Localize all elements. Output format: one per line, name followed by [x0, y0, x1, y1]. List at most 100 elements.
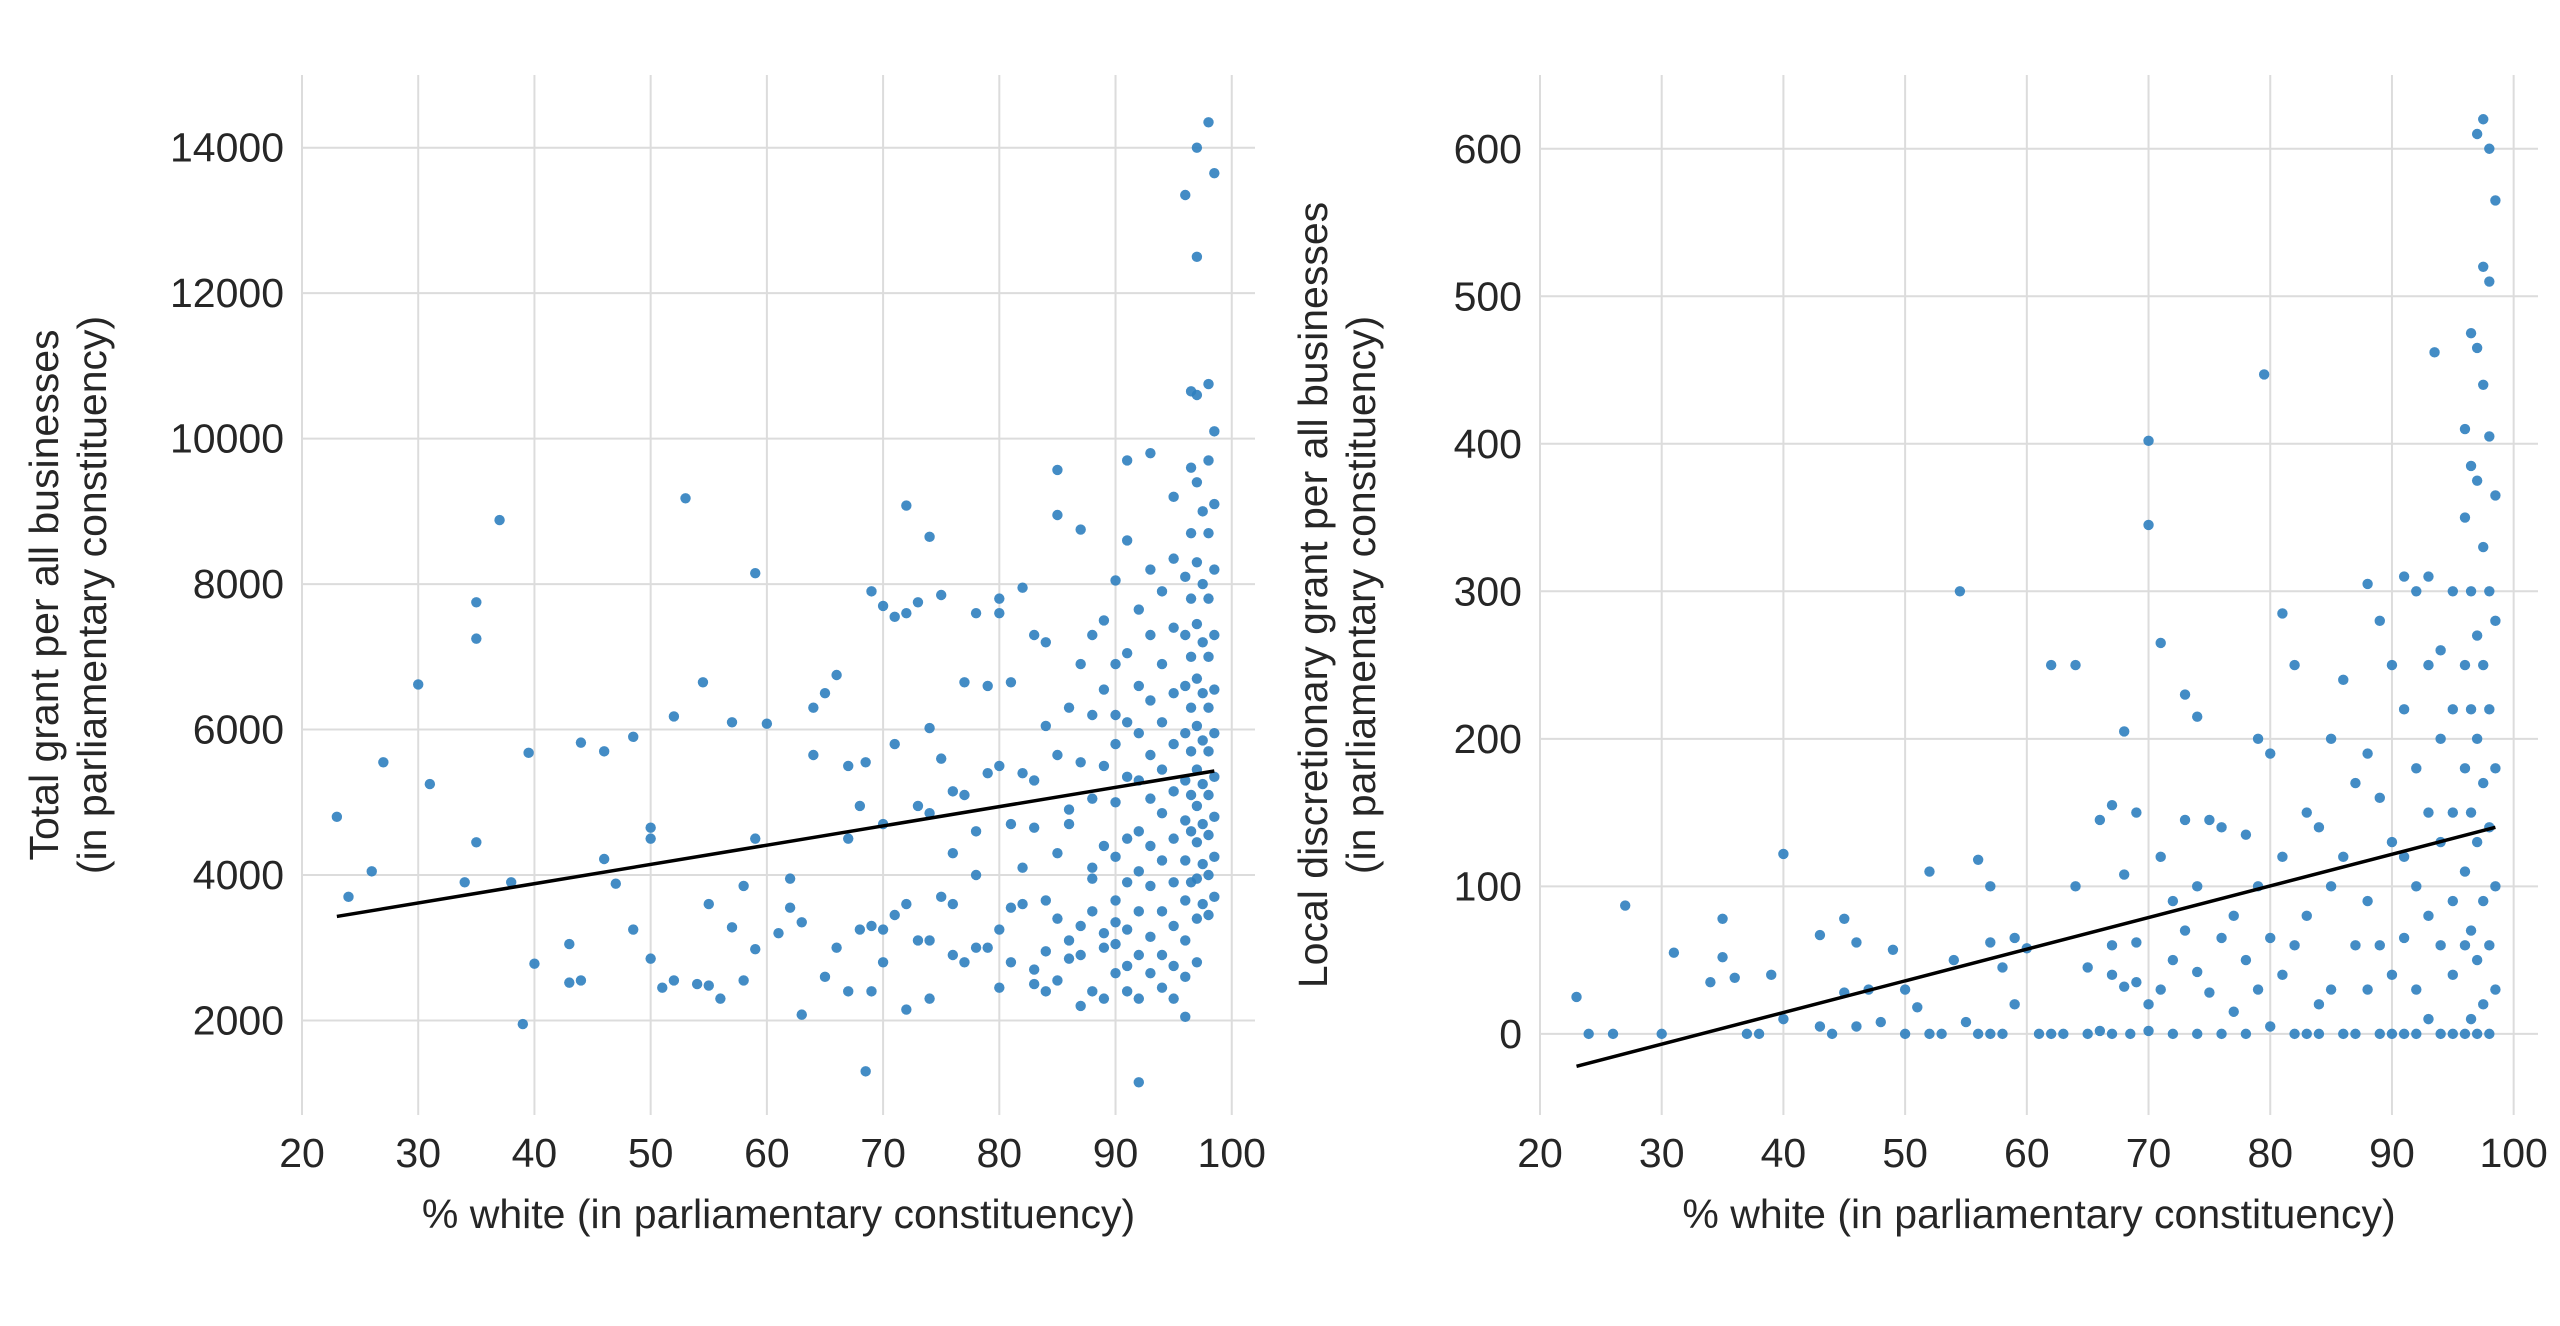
scatter-point	[912, 800, 924, 812]
scatter-point	[2131, 807, 2142, 818]
scatter-point	[2484, 704, 2495, 715]
scatter-point	[668, 711, 680, 722]
scatter-point	[1168, 877, 1179, 888]
scatter-point	[1121, 771, 1133, 783]
scatter-point	[936, 753, 947, 764]
scatter-point	[2386, 836, 2398, 848]
scatter-point	[1203, 378, 1214, 390]
scatter-point	[2143, 519, 2154, 531]
scatter-point	[2478, 541, 2489, 553]
scatter-point	[2252, 984, 2264, 995]
x-tick-label: 20	[279, 1130, 325, 1176]
scatter-point	[2423, 1013, 2434, 1025]
scatter-point	[1075, 1000, 1086, 1012]
scatter-point	[2471, 1028, 2483, 1040]
scatter-point	[1197, 778, 1208, 790]
scatter-point	[1203, 651, 1214, 663]
y-axis-label: Total grant per all businesses	[21, 329, 67, 860]
scatter-point	[1145, 629, 1156, 641]
scatter-point	[1052, 913, 1063, 924]
scatter-point	[2423, 571, 2434, 582]
x-tick-label: 90	[2369, 1130, 2415, 1176]
scatter-point	[1197, 858, 1208, 870]
scatter-point	[1209, 629, 1220, 641]
scatter-point	[970, 826, 982, 837]
scatter-point	[2484, 586, 2495, 597]
scatter-point	[2386, 1028, 2398, 1040]
scatter-point	[2155, 851, 2166, 863]
x-tick-label: 40	[512, 1130, 558, 1176]
scatter-point	[1191, 837, 1203, 848]
scatter-point	[1180, 815, 1191, 826]
scatter-point	[1826, 1028, 1838, 1040]
scatter-point	[680, 493, 691, 504]
scatter-point	[2465, 807, 2477, 818]
scatter-point	[1571, 991, 1582, 1003]
scatter-point	[2106, 1028, 2118, 1040]
scatter-point	[1209, 891, 1220, 903]
x-tick-label: 60	[2004, 1130, 2050, 1176]
x-tick-label: 100	[2479, 1130, 2547, 1176]
scatter-point	[1729, 972, 1740, 984]
scatter-point	[2228, 910, 2239, 922]
y-tick-label: 14000	[170, 125, 284, 171]
scatter-point	[2216, 1028, 2227, 1040]
scatter-point	[936, 589, 947, 601]
scatter-point	[703, 980, 714, 991]
scatter-point	[2423, 807, 2434, 818]
scatter-point	[2094, 814, 2106, 826]
scatter-point	[2429, 347, 2440, 358]
scatter-point	[2338, 1028, 2349, 1040]
scatter-point	[1087, 862, 1098, 873]
scatter-point	[2465, 586, 2477, 597]
scatter-point	[1121, 535, 1133, 546]
scatter-point	[1156, 717, 1168, 728]
scatter-point	[2143, 1025, 2154, 1037]
scatter-point	[982, 942, 993, 953]
scatter-point	[2478, 659, 2489, 671]
scatter-point	[2325, 984, 2337, 995]
scatter-point	[889, 611, 900, 623]
scatter-point	[1087, 906, 1098, 917]
scatter-point	[2490, 763, 2501, 774]
scatter-point	[1156, 906, 1168, 917]
scatter-point	[2362, 748, 2373, 759]
trend-line	[1576, 825, 2496, 1069]
scatter-point	[1075, 949, 1086, 961]
scatter-point	[1133, 906, 1144, 917]
scatter-point	[912, 935, 924, 946]
scatter-point	[1017, 898, 1028, 910]
y-tick-label: 12000	[170, 270, 284, 316]
scatter-point	[628, 924, 639, 935]
scatter-point	[1133, 680, 1144, 692]
scatter-point	[2277, 608, 2288, 619]
scatter-point	[1063, 818, 1075, 830]
scatter-point	[575, 975, 587, 986]
scatter-point	[2167, 954, 2179, 966]
scatter-point	[2118, 726, 2130, 737]
scatter-point	[471, 633, 482, 644]
scatter-point	[1075, 658, 1086, 670]
scatter-point	[1960, 1016, 1972, 1028]
scatter-point	[2009, 932, 2020, 944]
scatter-point	[645, 822, 656, 833]
scatter-point	[2265, 1021, 2276, 1032]
scatter-point	[1180, 855, 1191, 866]
scatter-point	[1156, 949, 1168, 961]
right-chart-panel: 20 30 40 50 60 70 80 90 100 0 100 200 300 400 500 600 % …	[1290, 75, 2548, 1237]
scatter-point	[1017, 767, 1028, 779]
scatter-point	[1121, 833, 1133, 844]
scatter-point	[2478, 777, 2489, 789]
y-tick-label: 300	[1454, 568, 1522, 614]
scatter-point	[1110, 709, 1121, 721]
scatter-point	[2411, 586, 2422, 597]
scatter-point	[1110, 658, 1121, 670]
scatter-point	[1040, 986, 1052, 997]
scatter-point	[1028, 978, 1040, 990]
scatter-point	[726, 717, 738, 728]
scatter-point	[1180, 1011, 1191, 1023]
y-tick-label: 600	[1454, 126, 1522, 172]
scatter-point	[2435, 733, 2446, 745]
scatter-point	[860, 1066, 871, 1077]
scatter-point	[2192, 966, 2203, 978]
